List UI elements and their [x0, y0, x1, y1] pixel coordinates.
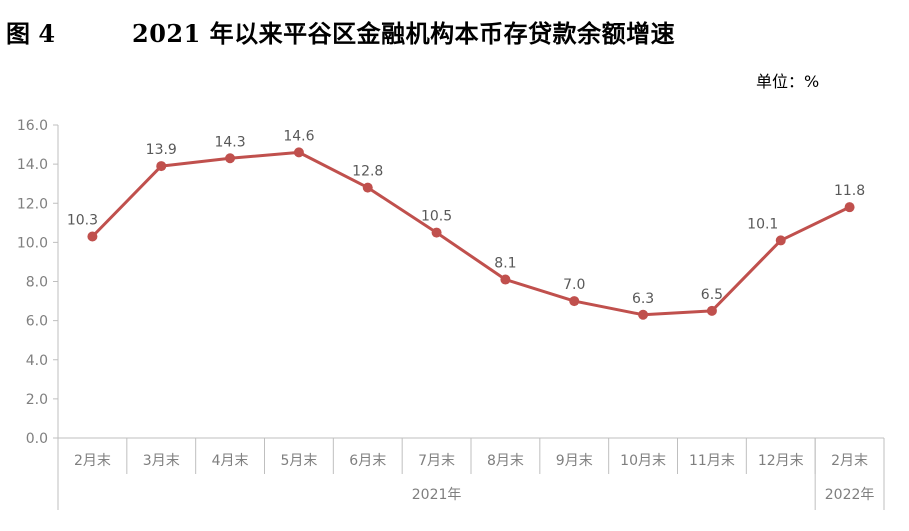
- data-label: 13.9: [146, 142, 177, 158]
- data-point: [706, 305, 717, 316]
- data-point: [293, 147, 304, 158]
- data-label: 7.0: [563, 277, 585, 293]
- y-tick-label: 12.0: [17, 196, 48, 212]
- unit-label: 单位：%: [756, 72, 820, 91]
- data-point: [431, 227, 442, 238]
- x-tick-label: 9月末: [556, 453, 593, 469]
- x-tick-label: 10月末: [620, 453, 666, 469]
- figure-number: 图 4: [6, 19, 56, 48]
- data-label: 10.5: [421, 209, 452, 225]
- data-label: 10.3: [67, 213, 98, 229]
- data-point: [844, 202, 855, 213]
- data-point: [775, 235, 786, 246]
- data-point: [362, 182, 373, 193]
- data-label: 14.3: [214, 134, 245, 150]
- data-label: 6.5: [701, 287, 723, 303]
- y-tick-label: 0.0: [26, 431, 48, 447]
- data-label: 12.8: [352, 164, 383, 180]
- data-point: [638, 309, 649, 320]
- y-tick-label: 16.0: [17, 118, 48, 134]
- chart-title: 2021 年以来平谷区金融机构本币存贷款余额增速: [132, 19, 676, 48]
- data-point: [225, 153, 236, 164]
- x-tick-label: 11月末: [689, 453, 735, 469]
- x-tick-label: 3月末: [143, 453, 180, 469]
- y-tick-label: 8.0: [26, 275, 48, 291]
- chart-title-bar: 图 4 2021 年以来平谷区金融机构本币存贷款余额增速: [0, 14, 909, 50]
- x-tick-label: 8月末: [487, 453, 524, 469]
- data-point: [156, 161, 167, 172]
- x-tick-label: 5月末: [280, 453, 317, 469]
- y-tick-label: 4.0: [26, 353, 48, 369]
- x-tick-label: 4月末: [212, 453, 249, 469]
- data-label: 11.8: [834, 183, 865, 199]
- x-tick-label: 2月末: [74, 453, 111, 469]
- x-tick-label: 7月末: [418, 453, 455, 469]
- x-tick-label: 2月末: [831, 453, 868, 469]
- data-point: [569, 296, 580, 307]
- y-tick-label: 14.0: [17, 157, 48, 173]
- x-group-label: 2022年: [825, 487, 875, 503]
- y-tick-label: 10.0: [17, 235, 48, 251]
- data-label: 8.1: [494, 256, 516, 272]
- y-tick-label: 2.0: [26, 392, 48, 408]
- data-label: 10.1: [747, 216, 778, 232]
- data-point: [500, 274, 511, 285]
- x-group-label: 2021年: [412, 487, 462, 503]
- data-label: 14.6: [283, 128, 314, 144]
- data-point: [87, 231, 98, 242]
- data-label: 6.3: [632, 291, 654, 307]
- x-tick-label: 12月末: [758, 453, 804, 469]
- x-tick-label: 6月末: [349, 453, 386, 469]
- y-tick-label: 6.0: [26, 314, 48, 330]
- series-line: [91, 150, 851, 317]
